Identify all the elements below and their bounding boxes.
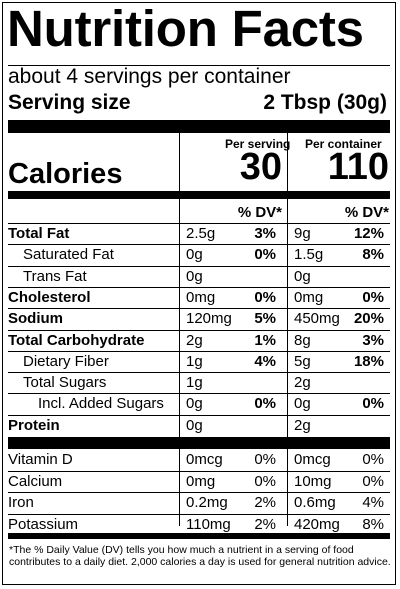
micronutrient-name: Potassium bbox=[8, 515, 79, 533]
per-serving-header: Per serving bbox=[225, 137, 291, 151]
serving-dv: 2% bbox=[254, 494, 276, 511]
row-divider bbox=[8, 513, 390, 515]
nutrient-name: Sodium bbox=[8, 310, 63, 328]
container-amount: 0g bbox=[294, 267, 311, 285]
nutrient-name: Protein bbox=[8, 416, 60, 434]
nutrient-name: Cholesterol bbox=[8, 288, 91, 306]
container-dv: 3% bbox=[362, 331, 384, 349]
row-divider bbox=[8, 223, 390, 224]
per-container-header: Per container bbox=[305, 137, 382, 151]
serving-size-label: Serving size bbox=[8, 91, 131, 114]
container-dv: 0% bbox=[362, 472, 384, 490]
container-amount: 9g bbox=[294, 225, 311, 242]
footnote: *The % Daily Value (DV) tells you how mu… bbox=[9, 544, 391, 568]
serving-amount: 0g bbox=[186, 395, 203, 413]
container-dv: 0% bbox=[362, 451, 384, 468]
row-divider bbox=[8, 329, 390, 331]
nutrient-name: Incl. Added Sugars bbox=[38, 395, 164, 413]
serving-dv: 2% bbox=[254, 515, 276, 533]
serving-dv: 0% bbox=[254, 288, 276, 306]
nutrient-name: Total Sugars bbox=[23, 374, 107, 392]
serving-size-value: 2 Tbsp (30g) bbox=[263, 91, 387, 114]
container-amount: 10mg bbox=[294, 472, 332, 490]
micronutrient-name: Calcium bbox=[8, 472, 63, 490]
serving-amount: 1g bbox=[186, 352, 203, 370]
container-dv: 20% bbox=[353, 310, 384, 328]
serving-dv: 0% bbox=[254, 472, 276, 490]
container-dv: 0% bbox=[362, 395, 384, 413]
serving-amount: 0mg bbox=[186, 472, 216, 490]
row-divider bbox=[8, 372, 390, 374]
servings-per-container: about 4 servings per container bbox=[8, 65, 291, 88]
title-divider bbox=[8, 65, 390, 66]
row-divider bbox=[8, 414, 390, 416]
serving-dv: 1% bbox=[254, 331, 276, 349]
label-title: Nutrition Facts bbox=[7, 2, 364, 57]
serving-amount: 110mg bbox=[186, 515, 231, 533]
thick-divider-top bbox=[8, 120, 390, 133]
container-amount: 5g bbox=[294, 352, 311, 370]
container-amount: 0mcg bbox=[294, 451, 331, 468]
dv-header-container: % DV* bbox=[344, 204, 389, 221]
nutrient-name: Total Carbohydrate bbox=[8, 331, 145, 349]
container-amount: 0mg bbox=[294, 288, 324, 306]
container-dv: 0% bbox=[362, 288, 384, 306]
container-dv: 8% bbox=[362, 515, 384, 533]
serving-amount: 2g bbox=[186, 331, 203, 349]
calories-label: Calories bbox=[8, 158, 123, 190]
micronutrient-name: Iron bbox=[8, 494, 34, 511]
container-amount: 1.5g bbox=[294, 246, 324, 264]
serving-dv: 0% bbox=[254, 395, 276, 413]
serving-amount: 0g bbox=[186, 267, 203, 285]
row-divider bbox=[8, 492, 390, 493]
serving-amount: 2.5g bbox=[186, 225, 216, 242]
serving-amount: 0mg bbox=[186, 288, 216, 306]
nutrient-name: Dietary Fiber bbox=[23, 352, 109, 370]
serving-dv: 0% bbox=[254, 246, 276, 264]
container-amount: 2g bbox=[294, 374, 311, 392]
container-dv: 18% bbox=[353, 352, 384, 370]
container-amount: 420mg bbox=[294, 515, 340, 533]
container-amount: 0g bbox=[294, 395, 311, 413]
row-divider bbox=[8, 308, 390, 310]
serving-amount: 1g bbox=[186, 374, 203, 392]
row-divider bbox=[8, 244, 390, 246]
serving-dv: 5% bbox=[254, 310, 276, 328]
container-dv: 12% bbox=[353, 225, 384, 242]
serving-amount: 0g bbox=[186, 246, 203, 264]
serving-amount: 0.2mg bbox=[186, 494, 228, 511]
nutrient-name: Trans Fat bbox=[23, 267, 87, 285]
micronutrient-name: Vitamin D bbox=[8, 451, 73, 468]
serving-dv: 0% bbox=[254, 451, 276, 468]
nutrient-name: Saturated Fat bbox=[23, 246, 114, 264]
serving-dv: 4% bbox=[254, 352, 276, 370]
calories-per-serving: 30 bbox=[239, 146, 282, 188]
serving-amount: 0g bbox=[186, 416, 203, 434]
serving-amount: 0mcg bbox=[186, 451, 223, 468]
container-amount: 0.6mg bbox=[294, 494, 336, 511]
container-amount: 8g bbox=[294, 331, 311, 349]
nutrition-facts-label: Nutrition Facts about 4 servings per con… bbox=[2, 2, 396, 585]
container-dv: 8% bbox=[362, 246, 384, 264]
row-divider bbox=[8, 286, 390, 288]
thick-divider-micros bbox=[8, 437, 390, 449]
row-divider bbox=[8, 265, 390, 267]
serving-dv: 3% bbox=[254, 225, 276, 242]
thick-divider-bottom bbox=[8, 533, 390, 539]
row-divider bbox=[8, 393, 390, 395]
dv-header-serving: % DV* bbox=[237, 204, 282, 221]
row-divider bbox=[8, 470, 390, 472]
thick-divider-calories bbox=[8, 191, 390, 199]
container-amount: 450mg bbox=[294, 310, 340, 328]
row-divider bbox=[8, 350, 390, 352]
calories-per-container: 110 bbox=[327, 146, 389, 188]
nutrient-name: Total Fat bbox=[8, 225, 70, 242]
container-amount: 2g bbox=[294, 416, 311, 434]
serving-amount: 120mg bbox=[186, 310, 232, 328]
container-dv: 4% bbox=[362, 494, 384, 511]
